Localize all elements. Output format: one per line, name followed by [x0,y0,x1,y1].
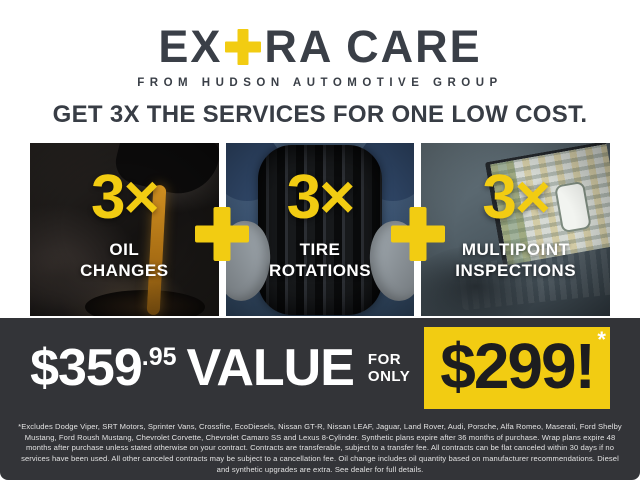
panel-oil-changes: 3× OIL CHANGES [30,143,219,316]
panel-label-tire-rotations: TIRE ROTATIONS [268,240,372,281]
multiplier-3x: 3× [482,163,551,232]
for-only-label: FOR ONLY [368,351,410,386]
plus-icon [391,207,445,261]
only-word: ONLY [367,368,411,385]
value-word: VALUE [186,339,355,397]
panel-tire-rotations: 3× TIRE ROTATIONS [225,143,415,316]
sale-price-badge: $299! * [424,327,610,409]
value-cents: .95 [141,342,177,371]
plus-icon [225,28,262,65]
headline: GET 3X THE SERVICES FOR ONE LOW COST. [52,101,588,128]
panel-label-oil-changes: OIL CHANGES [80,240,169,281]
logo-text-suffix: RA CARE [264,21,482,72]
panel-label-multipoint-inspections: MULTIPOINT INSPECTIONS [455,240,577,281]
disclaimer-text: *Excludes Dodge Viper, SRT Motors, Sprin… [18,422,622,474]
multiplier-3x: 3× [90,163,160,232]
price-row: $359.95 VALUE FOR ONLY $299! * [0,327,640,409]
logo-wordmark: EX RA CARE [0,24,640,69]
value-dollars: $359 [30,339,143,397]
value-price: $359.95 VALUE [30,338,355,398]
footnote-asterisk: * [597,327,606,352]
service-panels: 3× OIL CHANGES 3× TIRE ROTATIONS 3× MULT… [30,143,611,316]
brand-logo: EX RA CARE FROM HUDSON AUTOMOTIVE GROUP [0,24,640,89]
plus-icon [195,207,249,261]
brand-tagline: FROM HUDSON AUTOMOTIVE GROUP [137,77,503,89]
offer-bar: $359.95 VALUE FOR ONLY $299! * *Excludes … [0,318,640,480]
multiplier-3x: 3× [286,163,356,232]
logo-text-prefix: EX [158,21,223,72]
sale-price: $299! [440,330,596,402]
for-word: FOR [367,350,402,368]
panel-multipoint-inspections: 3× MULTIPOINT INSPECTIONS [421,143,611,316]
